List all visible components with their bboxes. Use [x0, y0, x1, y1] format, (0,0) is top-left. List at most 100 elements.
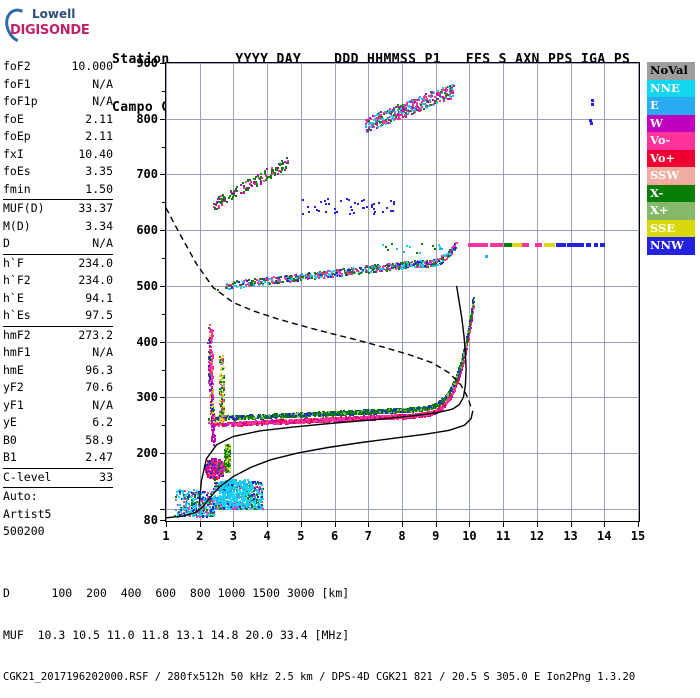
xtick: [503, 521, 505, 527]
echo-point: [367, 416, 370, 419]
echo-point: [215, 422, 218, 425]
gridline-h: [166, 397, 639, 399]
param-row-hmf2: hmF2 273.2: [3, 327, 113, 345]
echo-point: [261, 420, 264, 423]
echo-point: [277, 423, 280, 425]
gridline-h: [166, 341, 639, 343]
echo-point: [240, 420, 243, 423]
gridline-v: [267, 63, 269, 521]
gridline-h: [166, 118, 639, 120]
xtick: [536, 521, 538, 527]
param-key: fmin: [3, 181, 31, 196]
gridline-v: [199, 63, 201, 521]
echo-point: [423, 414, 426, 417]
ytick: [160, 397, 166, 399]
echo-point: [283, 419, 286, 422]
xtick-label: 1: [162, 529, 170, 543]
echo-point: [432, 413, 435, 416]
echo-point: [370, 417, 373, 420]
echo-point: [410, 408, 413, 411]
echo-point: [267, 419, 270, 422]
ytick: [162, 90, 166, 92]
echo-point: [227, 423, 230, 426]
echo-point: [380, 416, 383, 419]
echo-point: [286, 422, 289, 425]
echo-point: [274, 422, 277, 425]
echo-point: [340, 417, 343, 420]
ytick-label: 400: [136, 334, 158, 349]
param-key: foF1p: [3, 94, 38, 108]
echo-point: [210, 423, 213, 426]
ionogram-plot[interactable]: 1 2 3 4 5 6 7 8 9 10 11 12 13 14 15 80 200 300 400 500 600 70…: [136, 56, 645, 543]
echo-point: [317, 417, 320, 420]
ytick: [160, 230, 166, 232]
echo-point: [429, 414, 432, 417]
echo-point: [235, 415, 238, 418]
echo-point: [448, 397, 451, 400]
auto-line-0: Auto:: [3, 489, 38, 503]
echo-point: [387, 415, 390, 418]
param-row-fof1p: foF1p N/A: [3, 93, 113, 111]
echo-point: [413, 416, 416, 419]
param-key: C-level: [3, 469, 52, 484]
param-group-virtual-heights: h`F 234.0 h`F2 234.0 h`E 94.1 h`Es 97.5: [3, 255, 113, 327]
param-row-b0: B0 58.9: [3, 432, 113, 450]
echo-point: [267, 421, 270, 424]
xtick: [166, 521, 167, 527]
echo-point: [267, 414, 270, 417]
param-value: 234.0: [78, 255, 113, 270]
gridline-v: [570, 63, 572, 521]
echo-point: [416, 413, 419, 416]
echo-point: [255, 421, 258, 424]
xtick: [638, 521, 639, 527]
param-row-fof1: foF1 N/A: [3, 76, 113, 94]
echo-point: [463, 357, 466, 360]
echo-point: [470, 313, 473, 316]
echo-point: [402, 415, 405, 418]
param-row-b1: B1 2.47: [3, 449, 113, 467]
echo-point: [280, 420, 283, 423]
echo-point: [240, 415, 243, 418]
echo-point: [321, 417, 324, 420]
echo-point: [363, 417, 366, 420]
echo-point: [453, 389, 456, 392]
echo-point: [444, 404, 447, 407]
gridline-h: [166, 230, 639, 232]
echo-point: [221, 425, 224, 428]
echo-point: [217, 415, 220, 418]
param-row-hes: h`Es 97.5: [3, 307, 113, 325]
echo-point: [368, 416, 371, 419]
echo-point: [240, 424, 243, 427]
echo-point: [225, 424, 228, 427]
echo-point: [461, 365, 464, 368]
echo-point: [460, 368, 463, 371]
echo-point: [283, 421, 286, 424]
echo-point: [448, 399, 451, 402]
echo-point: [363, 415, 366, 418]
echo-point: [395, 414, 398, 417]
param-value: 1.50: [85, 181, 113, 196]
echo-point: [445, 401, 448, 404]
echo-point: [452, 389, 455, 392]
ytick: [162, 146, 166, 148]
xtick-label: 5: [297, 529, 305, 543]
echo-point: [249, 421, 252, 424]
echo-point: [467, 334, 470, 337]
param-value: N/A: [92, 397, 113, 412]
gridline-v: [503, 63, 505, 521]
echo-point: [441, 407, 444, 410]
echo-point: [331, 418, 334, 421]
gridline-v: [402, 63, 403, 521]
xtick: [199, 521, 201, 527]
xtick-label: 10: [462, 529, 477, 543]
echo-point: [247, 423, 250, 426]
echo-point: [423, 411, 426, 414]
gridline-v: [166, 63, 167, 521]
echo-point: [334, 416, 337, 419]
param-value: 3.35: [85, 164, 113, 178]
lowell-digisonde-logo: Lowell DIGISONDE: [0, 3, 102, 49]
echo-point: [371, 416, 374, 419]
echo-point: [273, 419, 276, 422]
echo-point: [303, 418, 306, 421]
gridline-h: [166, 508, 639, 510]
